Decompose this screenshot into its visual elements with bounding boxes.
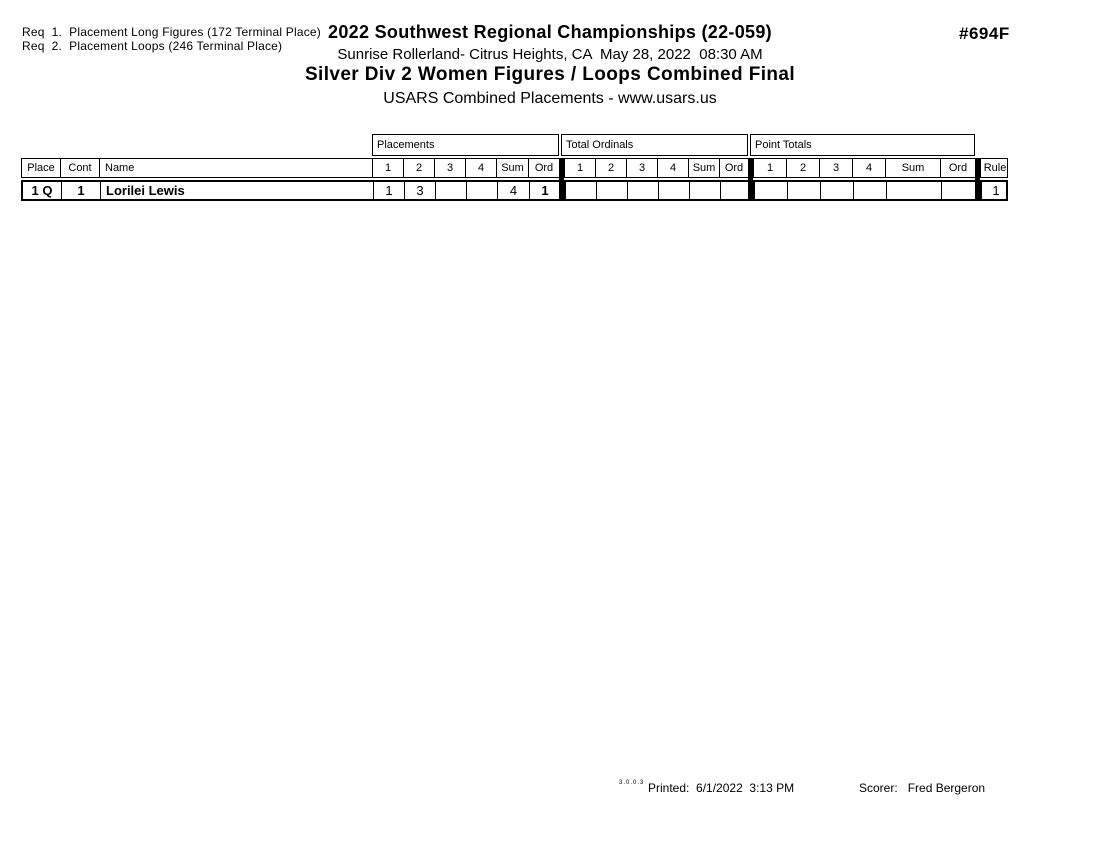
col-header-placements-sum: Sum — [497, 159, 529, 177]
group-separator-bar — [975, 158, 980, 201]
scorer-credit: Scorer: Fred Bergeron — [859, 781, 985, 795]
scorer-value: Fred Bergeron — [907, 781, 986, 795]
cell-points-sum — [887, 182, 942, 199]
version-mark: 3.0.0.3 — [619, 780, 645, 786]
requirement-line-1: Req 1. Placement Long Figures (172 Termi… — [22, 25, 321, 39]
printed-timestamp: Printed: 6/1/2022 3:13 PM — [648, 781, 794, 795]
col-header-placements-2: 2 — [404, 159, 435, 177]
cell-ordinals-4 — [659, 182, 690, 199]
cell-cont: 1 — [62, 182, 101, 199]
group-header-point-totals: Point Totals — [750, 134, 975, 156]
event-number: #694F — [959, 24, 1010, 43]
scorer-label: Scorer: — [859, 781, 898, 795]
col-header-ordinals-2: 2 — [596, 159, 627, 177]
requirement-line-2: Req 2. Placement Loops (246 Terminal Pla… — [22, 39, 283, 53]
col-header-placements-4: 4 — [466, 159, 497, 177]
report-subtitle: USARS Combined Placements - www.usars.us — [383, 90, 717, 107]
cell-points-2 — [788, 182, 821, 199]
col-header-points-4: 4 — [853, 159, 886, 177]
col-header-placements-ord: Ord — [529, 159, 560, 177]
venue-datetime: Sunrise Rollerland- Citrus Heights, CA M… — [337, 46, 763, 63]
col-header-points-sum: Sum — [886, 159, 941, 177]
cell-ordinals-1 — [566, 182, 597, 199]
col-header-cont: Cont — [61, 159, 100, 177]
cell-ordinals-2 — [597, 182, 628, 199]
col-header-points-ord: Ord — [941, 159, 976, 177]
event-title: Silver Div 2 Women Figures / Loops Combi… — [304, 64, 796, 85]
cell-ordinals-ord — [721, 182, 750, 199]
col-header-ordinals-ord: Ord — [720, 159, 749, 177]
cell-points-3 — [821, 182, 854, 199]
cell-ordinals-sum — [690, 182, 721, 199]
cell-place: 1 Q — [23, 182, 62, 199]
scorer-spacer — [898, 781, 908, 795]
cell-placements-ord: 1 — [530, 182, 561, 199]
col-header-name: Name — [100, 159, 373, 177]
cell-placements-2: 3 — [405, 182, 436, 199]
col-header-ordinals-4: 4 — [658, 159, 689, 177]
cell-placements-1: 1 — [374, 182, 405, 199]
group-separator-bar — [559, 158, 564, 201]
cell-placements-sum: 4 — [498, 182, 530, 199]
col-header-points-1: 1 — [754, 159, 787, 177]
cell-name: Lorilei Lewis — [101, 182, 374, 199]
col-header-points-2: 2 — [787, 159, 820, 177]
group-separator-bar — [748, 158, 753, 201]
col-header-ordinals-1: 1 — [565, 159, 596, 177]
table-row: 1 Q 1 Lorilei Lewis 1 3 4 1 1 — [21, 180, 1008, 201]
cell-points-1 — [755, 182, 788, 199]
group-header-total-ordinals: Total Ordinals — [561, 134, 748, 156]
col-header-points-3: 3 — [820, 159, 853, 177]
cell-placements-3 — [436, 182, 467, 199]
cell-placements-4 — [467, 182, 498, 199]
col-header-place: Place — [22, 159, 61, 177]
table-header-row: Place Cont Name 1 2 3 4 Sum Ord 1 2 3 4 … — [21, 158, 1008, 178]
col-header-ordinals-sum: Sum — [689, 159, 720, 177]
printed-value: 6/1/2022 3:13 PM — [696, 781, 795, 795]
group-header-placements: Placements — [372, 134, 559, 156]
cell-points-ord — [942, 182, 977, 199]
championship-title: 2022 Southwest Regional Championships (2… — [328, 22, 772, 42]
col-header-rule: Rule — [983, 162, 1007, 174]
cell-ordinals-3 — [628, 182, 659, 199]
col-header-placements-3: 3 — [435, 159, 466, 177]
col-header-ordinals-3: 3 — [627, 159, 658, 177]
results-table: Placements Total Ordinals Point Totals P… — [21, 134, 1008, 201]
printed-label: Printed: — [648, 781, 690, 795]
col-header-placements-1: 1 — [373, 159, 404, 177]
cell-rule: 1 — [992, 183, 1000, 198]
cell-points-4 — [854, 182, 887, 199]
